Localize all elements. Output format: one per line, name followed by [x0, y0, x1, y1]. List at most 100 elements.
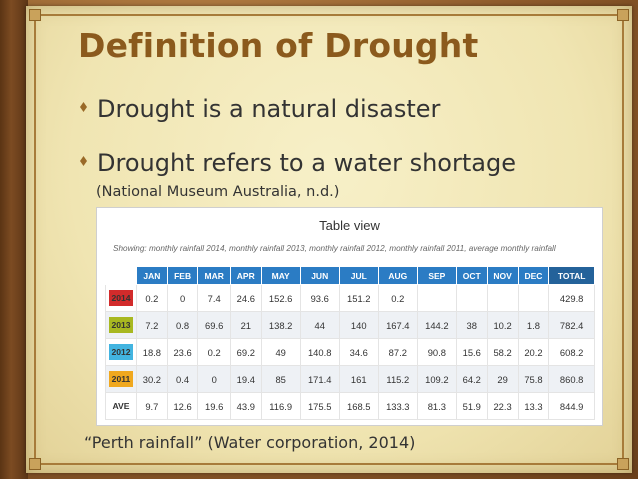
- column-header: AUG: [377, 266, 418, 285]
- table-cell: 21: [229, 311, 262, 339]
- rainfall-table: JAN FEB MAR APR MAY JUN JUL AUG SEP OCT NOV DEC TOTA…: [105, 266, 595, 420]
- table-cell: 22.3: [486, 392, 519, 420]
- row-label-cell: 2011: [105, 365, 137, 393]
- table-cell: 429.8: [548, 284, 595, 312]
- table-cell: 0: [197, 365, 231, 393]
- table-cell: 7.2: [136, 311, 168, 339]
- table-view-subtitle: Showing: monthly rainfall 2014, monthly …: [113, 244, 556, 253]
- table-cell: 151.2: [338, 284, 379, 312]
- table-row: 2014 0.2 0 7.4 24.6 152.6 93.6 151.2 0.2 429.8: [105, 284, 595, 312]
- table-cell: 85: [260, 365, 301, 393]
- table-cell: 9.7: [136, 392, 168, 420]
- table-cell: 152.6: [260, 284, 301, 312]
- table-cell: 69.6: [197, 311, 231, 339]
- table-cell: 0.2: [136, 284, 168, 312]
- table-cell: 608.2: [548, 338, 595, 366]
- table-cell: 0.4: [166, 365, 199, 393]
- table-cell: 20.2: [517, 338, 550, 366]
- table-cell: 0.8: [166, 311, 199, 339]
- bullet-item: Drought refers to a water shortage: [80, 149, 516, 177]
- table-cell: 81.3: [416, 392, 457, 420]
- bullet-icon: [80, 156, 87, 166]
- table-cell: 161: [338, 365, 379, 393]
- column-header: NOV: [486, 266, 519, 285]
- table-cell: 13.3: [517, 392, 550, 420]
- table-cell: 58.2: [486, 338, 519, 366]
- slide-title: Definition of Drought: [78, 26, 479, 65]
- bullet-icon: [80, 102, 87, 112]
- table-header-row: JAN FEB MAR APR MAY JUN JUL AUG SEP OCT NOV DEC TOTA…: [105, 266, 595, 285]
- corner-ornament: [29, 458, 41, 470]
- column-header: TOTAL: [548, 266, 595, 285]
- table-cell: 34.6: [338, 338, 379, 366]
- table-cell: 140: [338, 311, 379, 339]
- table-cell: 844.9: [548, 392, 595, 420]
- corner-ornament: [29, 9, 41, 21]
- table-cell: [517, 284, 550, 312]
- book-spine: [0, 0, 28, 479]
- table-cell: 168.5: [338, 392, 379, 420]
- table-cell: 167.4: [377, 311, 418, 339]
- column-header: [105, 266, 137, 285]
- table-cell: 133.3: [377, 392, 418, 420]
- row-label-cell: 2013: [105, 311, 137, 339]
- table-cell: 19.6: [197, 392, 231, 420]
- table-cell: 29: [486, 365, 519, 393]
- bullet-text: Drought refers to a water shortage: [97, 149, 516, 177]
- column-header: MAR: [197, 266, 231, 285]
- table-cell: 175.5: [299, 392, 340, 420]
- column-header: DEC: [517, 266, 550, 285]
- table-cell: 69.2: [229, 338, 262, 366]
- table-cell: 64.2: [455, 365, 488, 393]
- citation: (National Museum Australia, n.d.): [96, 184, 340, 200]
- table-cell: 782.4: [548, 311, 595, 339]
- row-label-cell: 2014: [105, 284, 137, 312]
- column-header: JUN: [299, 266, 340, 285]
- table-cell: 0.2: [377, 284, 418, 312]
- table-cell: 144.2: [416, 311, 457, 339]
- year-badge: 2013: [109, 317, 133, 333]
- table-cell: 19.4: [229, 365, 262, 393]
- table-cell: 49: [260, 338, 301, 366]
- table-cell: 75.8: [517, 365, 550, 393]
- table-cell: 0: [166, 284, 199, 312]
- column-header: APR: [229, 266, 262, 285]
- table-cell: [486, 284, 519, 312]
- column-header: SEP: [416, 266, 457, 285]
- row-label-cell: AVE: [105, 392, 137, 420]
- year-badge: 2014: [109, 290, 133, 306]
- table-cell: 51.9: [455, 392, 488, 420]
- table-cell: 90.8: [416, 338, 457, 366]
- table-view-image: Table view Showing: monthly rainfall 201…: [96, 207, 603, 426]
- table-cell: 7.4: [197, 284, 231, 312]
- table-cell: 12.6: [166, 392, 199, 420]
- table-cell: 93.6: [299, 284, 340, 312]
- table-cell: 15.6: [455, 338, 488, 366]
- table-cell: 30.2: [136, 365, 168, 393]
- table-row: 2011 30.2 0.4 0 19.4 85 171.4 161 115.2 109.2 64.2…: [105, 365, 595, 393]
- table-row: 2013 7.2 0.8 69.6 21 138.2 44 140 167.4 144.2 38 10…: [105, 311, 595, 339]
- table-cell: 1.8: [517, 311, 550, 339]
- table-row: AVE 9.7 12.6 19.6 43.9 116.9 175.5 168.5 133.3 81…: [105, 392, 595, 420]
- table-cell: 109.2: [416, 365, 457, 393]
- table-cell: 24.6: [229, 284, 262, 312]
- column-header: JUL: [338, 266, 379, 285]
- row-label-cell: 2012: [105, 338, 137, 366]
- table-cell: 87.2: [377, 338, 418, 366]
- column-header: JAN: [136, 266, 168, 285]
- bullet-item: Drought is a natural disaster: [80, 95, 440, 123]
- corner-ornament: [617, 9, 629, 21]
- year-badge: 2011: [109, 371, 133, 387]
- table-view-title: Table view: [319, 218, 380, 233]
- year-badge: AVE: [109, 398, 133, 414]
- table-cell: 0.2: [197, 338, 231, 366]
- corner-ornament: [617, 458, 629, 470]
- table-cell: 38: [455, 311, 488, 339]
- column-header: OCT: [455, 266, 488, 285]
- table-cell: 138.2: [260, 311, 301, 339]
- table-cell: 43.9: [229, 392, 262, 420]
- column-header: MAY: [260, 266, 301, 285]
- column-header: FEB: [166, 266, 199, 285]
- table-cell: 116.9: [260, 392, 301, 420]
- table-cell: 23.6: [166, 338, 199, 366]
